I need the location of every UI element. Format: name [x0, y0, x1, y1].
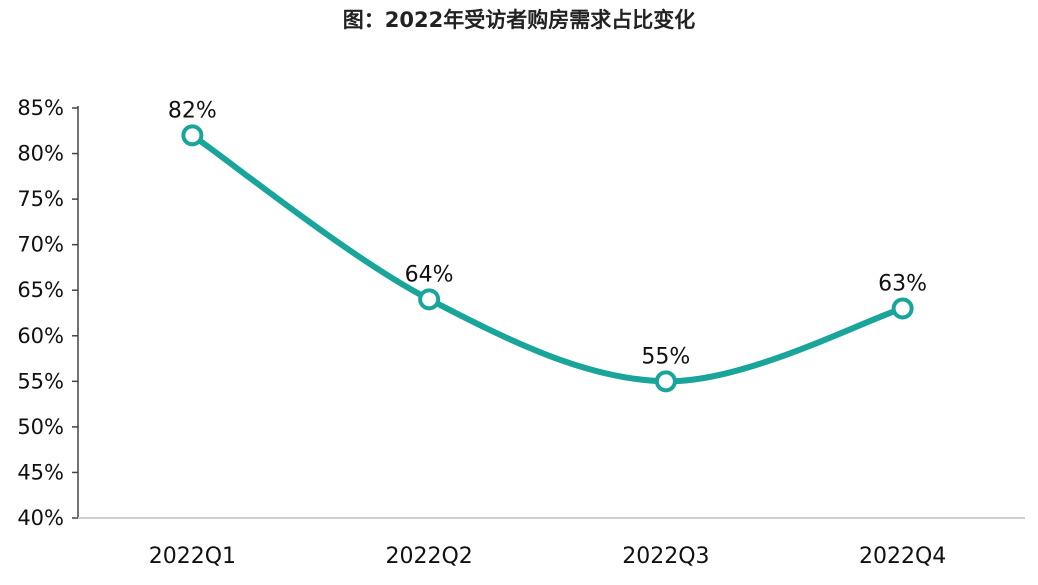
y-tick-label: 80%	[17, 142, 64, 166]
y-tick-label: 40%	[17, 506, 64, 530]
x-tick-label: 2022Q1	[149, 544, 236, 569]
x-tick-label: 2022Q2	[385, 544, 472, 569]
x-tick-label: 2022Q3	[622, 544, 709, 569]
x-tick-label: 2022Q4	[859, 544, 946, 569]
y-tick-label: 45%	[17, 460, 64, 484]
series-line	[189, 132, 906, 385]
data-point	[418, 288, 441, 311]
data-label: 63%	[878, 271, 927, 296]
y-axis-ticks: 40% 45% 50% 55% 60% 65% 70% 75% 80% 85%	[17, 96, 78, 530]
y-tick-label: 55%	[17, 369, 64, 393]
data-point	[654, 370, 677, 393]
data-label: 55%	[641, 344, 690, 369]
data-label: 64%	[405, 262, 454, 287]
data-point	[891, 297, 914, 320]
series-group: 82% 64% 55% 63%	[168, 98, 927, 393]
y-tick-label: 70%	[17, 233, 64, 257]
data-label: 82%	[168, 98, 217, 123]
y-tick-label: 60%	[17, 324, 64, 348]
x-axis-ticks: 2022Q1 2022Q2 2022Q3 2022Q4	[149, 544, 947, 569]
data-point	[181, 124, 204, 147]
chart-title: 图：2022年受访者购房需求占比变化	[342, 8, 696, 32]
axes	[77, 106, 1025, 519]
y-tick-label: 50%	[17, 415, 64, 439]
y-tick-label: 75%	[17, 187, 64, 211]
y-tick-label: 65%	[17, 278, 64, 302]
y-tick-label: 85%	[17, 96, 64, 120]
